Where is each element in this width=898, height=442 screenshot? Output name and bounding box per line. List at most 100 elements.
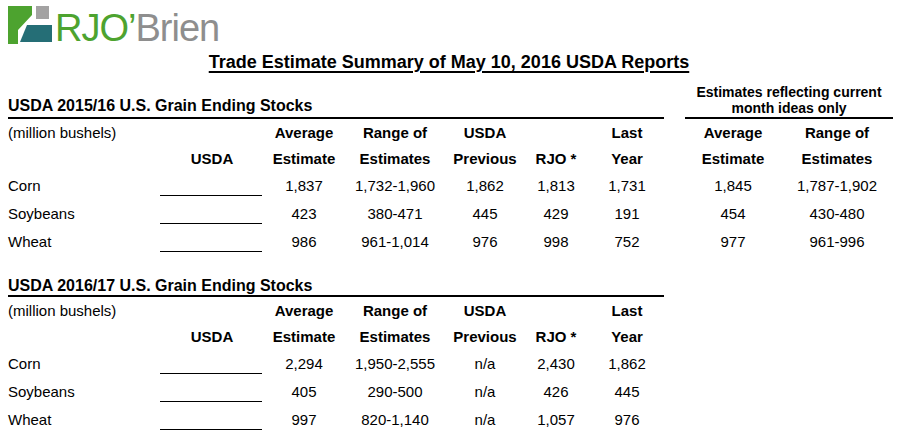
cell-range-of-estimates: 1,732-1,960: [342, 171, 448, 199]
cell-current-average-estimate: 454: [685, 199, 781, 227]
empty-cell: [158, 119, 266, 145]
cell-current-average-estimate: 977: [685, 227, 781, 255]
cell-current-range-of-estimates: 961-996: [781, 227, 893, 255]
col-previous-line2: Previous: [448, 145, 522, 171]
cm-col-average-line2: Estimate: [685, 145, 781, 171]
current-month-header: Estimates reflecting current month ideas…: [685, 84, 893, 116]
cell-current-range-of-estimates: 430-480: [781, 199, 893, 227]
cell-range-of-estimates: 961-1,014: [342, 227, 448, 255]
col-previous-line2: Previous: [448, 323, 522, 349]
cell-usda-previous: 976: [448, 227, 522, 255]
cm-col-average-line1: Average: [685, 119, 781, 145]
col-previous-line1: USDA: [448, 119, 522, 145]
commodity-label: Soybeans: [8, 377, 158, 405]
cm-col-range-line2: Estimates: [781, 145, 893, 171]
fill-in-line: [160, 223, 262, 224]
units-label: (million bushels): [8, 297, 158, 323]
cell-range-of-estimates: 380-471: [342, 199, 448, 227]
cell-range-of-estimates: 820-1,140: [342, 405, 448, 433]
cell-average-estimate: 1,837: [266, 171, 342, 199]
col-range-line1: Range of: [342, 297, 448, 323]
col-range-line2: Estimates: [342, 145, 448, 171]
cell-rjo: 998: [522, 227, 590, 255]
fill-in-line: [160, 429, 262, 430]
fill-in-line: [160, 195, 262, 196]
rjobrien-logo-text: RJO’Brien: [55, 9, 219, 47]
commodity-label: Soybeans: [8, 199, 158, 227]
current-month-header-line1: Estimates reflecting current: [685, 84, 893, 100]
usda-blank-cell: [158, 377, 266, 405]
col-average-line2: Estimate: [266, 145, 342, 171]
cell-range-of-estimates: 290-500: [342, 377, 448, 405]
cell-rjo: 429: [522, 199, 590, 227]
col-last-line2: Year: [590, 145, 664, 171]
usda-blank-cell: [158, 349, 266, 377]
cell-usda-previous: n/a: [448, 349, 522, 377]
table2: (million bushels) Average Range of USDA …: [8, 297, 664, 433]
col-rjo: RJO *: [522, 323, 590, 349]
cell-average-estimate: 405: [266, 377, 342, 405]
col-previous-line1: USDA: [448, 297, 522, 323]
commodity-label: Corn: [8, 349, 158, 377]
cell-rjo: 1,813: [522, 171, 590, 199]
fill-in-line: [160, 401, 262, 402]
table1-title: USDA 2015/16 U.S. Grain Ending Stocks: [8, 97, 312, 115]
logo-text-brien: Brien: [135, 7, 219, 49]
table2-title: USDA 2016/17 U.S. Grain Ending Stocks: [8, 277, 312, 295]
rjobrien-logo-icon: [8, 6, 52, 48]
empty-cell: [8, 145, 158, 171]
col-usda: USDA: [158, 323, 266, 349]
col-usda: USDA: [158, 145, 266, 171]
cell-last-year: 976: [590, 405, 664, 433]
report-page: RJO’Brien Trade Estimate Summary of May …: [0, 0, 898, 442]
fill-in-line: [160, 373, 262, 374]
col-rjo: RJO *: [522, 145, 590, 171]
cell-last-year: 191: [590, 199, 664, 227]
commodity-label: Wheat: [8, 227, 158, 255]
empty-cell: [158, 297, 266, 323]
cell-rjo: 2,430: [522, 349, 590, 377]
cell-average-estimate: 423: [266, 199, 342, 227]
cell-average-estimate: 2,294: [266, 349, 342, 377]
cell-average-estimate: 997: [266, 405, 342, 433]
cell-current-average-estimate: 1,845: [685, 171, 781, 199]
col-last-line1: Last: [590, 297, 664, 323]
units-label: (million bushels): [8, 119, 158, 145]
usda-blank-cell: [158, 199, 266, 227]
current-month-header-line2: month ideas only: [685, 100, 893, 116]
commodity-label: Corn: [8, 171, 158, 199]
cell-rjo: 1,057: [522, 405, 590, 433]
empty-cell: [8, 323, 158, 349]
cell-last-year: 752: [590, 227, 664, 255]
cell-usda-previous: n/a: [448, 405, 522, 433]
current-month-table: Average Range of Estimate Estimates 1,84…: [685, 119, 893, 255]
cell-last-year: 445: [590, 377, 664, 405]
usda-blank-cell: [158, 405, 266, 433]
page-title: Trade Estimate Summary of May 10, 2016 U…: [0, 52, 898, 73]
col-range-line2: Estimates: [342, 323, 448, 349]
col-average-line1: Average: [266, 119, 342, 145]
table1: (million bushels) Average Range of USDA …: [8, 119, 664, 255]
commodity-label: Wheat: [8, 405, 158, 433]
cell-range-of-estimates: 1,950-2,555: [342, 349, 448, 377]
usda-blank-cell: [158, 227, 266, 255]
empty-cell: [522, 297, 590, 323]
cell-last-year: 1,862: [590, 349, 664, 377]
col-last-line1: Last: [590, 119, 664, 145]
cell-usda-previous: 445: [448, 199, 522, 227]
logo-text-rjo: RJO’: [55, 7, 135, 49]
cell-usda-previous: n/a: [448, 377, 522, 405]
cm-col-range-line1: Range of: [781, 119, 893, 145]
col-average-line1: Average: [266, 297, 342, 323]
col-range-line1: Range of: [342, 119, 448, 145]
cell-rjo: 426: [522, 377, 590, 405]
cell-average-estimate: 986: [266, 227, 342, 255]
fill-in-line: [160, 251, 262, 252]
col-last-line2: Year: [590, 323, 664, 349]
cell-usda-previous: 1,862: [448, 171, 522, 199]
empty-cell: [522, 119, 590, 145]
cell-current-range-of-estimates: 1,787-1,902: [781, 171, 893, 199]
usda-blank-cell: [158, 171, 266, 199]
cell-last-year: 1,731: [590, 171, 664, 199]
col-average-line2: Estimate: [266, 323, 342, 349]
